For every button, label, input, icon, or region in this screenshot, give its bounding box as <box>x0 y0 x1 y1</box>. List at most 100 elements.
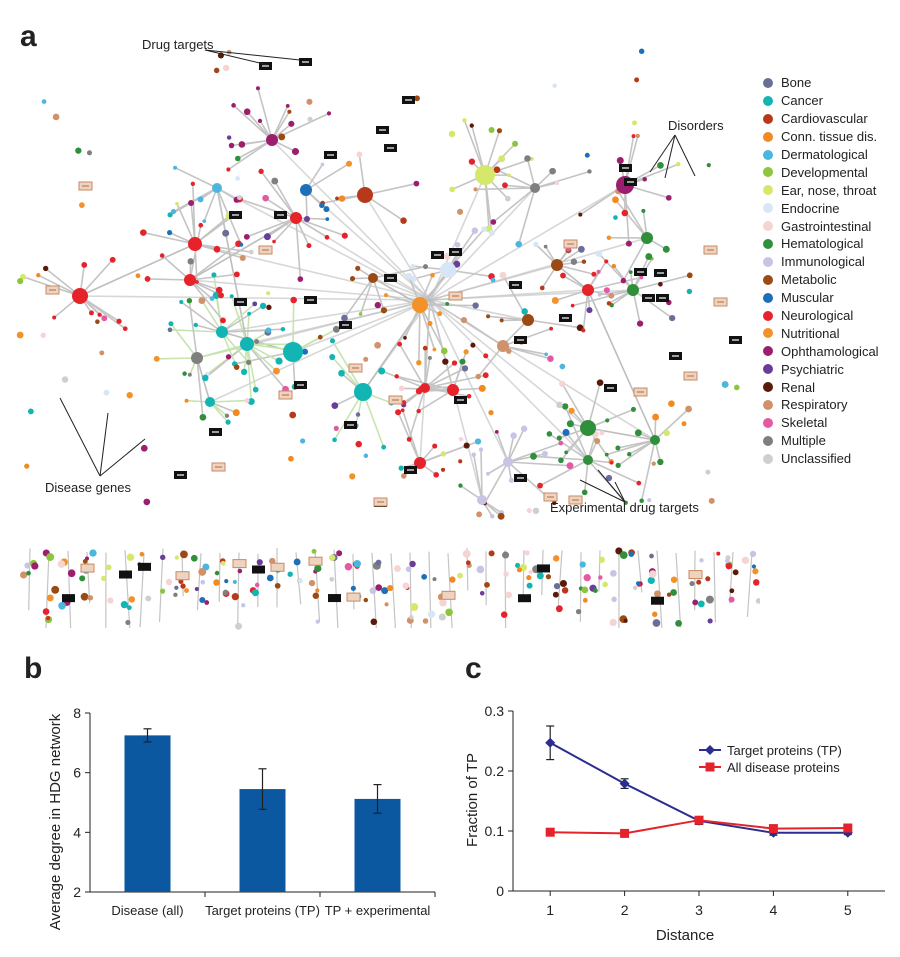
gene-node <box>651 461 656 466</box>
legend-item: Bone <box>763 74 879 92</box>
disorder-hub-node <box>290 212 302 224</box>
gene-node <box>490 277 496 283</box>
gene-node <box>394 374 399 379</box>
gene-node <box>463 442 470 449</box>
gene-node <box>329 354 336 361</box>
gene-node <box>488 126 495 133</box>
gene-node <box>603 287 610 294</box>
gene-node <box>395 409 402 416</box>
gene-node <box>449 186 456 193</box>
component-node <box>200 579 206 585</box>
gene-node <box>587 169 592 174</box>
disorder-hub-node <box>266 134 278 146</box>
gene-node <box>252 301 258 307</box>
gene-node <box>606 235 612 240</box>
gene-node <box>380 307 388 314</box>
component-node <box>266 574 274 582</box>
gene-node <box>226 167 231 172</box>
legend-label: Metabolic <box>781 272 837 288</box>
component-node <box>308 579 316 587</box>
gene-node <box>549 167 556 175</box>
gene-node <box>628 270 633 275</box>
gene-node <box>363 453 369 459</box>
network-nodes <box>16 48 740 520</box>
gene-node <box>490 219 497 225</box>
component-node <box>725 558 730 564</box>
gene-node <box>122 326 128 332</box>
disorder-hub-node <box>420 383 430 393</box>
legend-label: Target proteins (TP) <box>727 743 842 758</box>
disorder-hub-node <box>440 262 456 278</box>
gene-node <box>271 177 279 185</box>
gene-node <box>235 176 240 181</box>
gene-node <box>705 469 711 475</box>
component-node <box>67 569 76 578</box>
gene-node <box>440 451 447 457</box>
component-node <box>194 586 199 592</box>
gene-node <box>612 196 619 204</box>
gene-node <box>167 230 173 236</box>
gene-node <box>398 465 404 471</box>
component-node <box>552 591 559 598</box>
gene-node <box>510 432 517 439</box>
chart-c-legend: Target proteins (TP) All disease proteins <box>699 743 842 775</box>
gene-node <box>338 195 346 202</box>
component-node <box>445 608 453 617</box>
gene-node <box>721 381 729 388</box>
legend-label: Multiple <box>781 433 826 449</box>
gene-node <box>193 322 199 328</box>
gene-node <box>225 354 232 360</box>
gene-node <box>469 123 474 128</box>
component-node <box>58 601 66 610</box>
gene-node <box>233 364 240 370</box>
gene-node <box>639 498 644 504</box>
gene-node <box>558 457 564 464</box>
component-node <box>251 589 259 597</box>
legend-item: Conn. tissue dis. <box>763 128 879 146</box>
gene-node <box>24 463 30 469</box>
gene-node <box>240 368 248 376</box>
legend-label: Developmental <box>781 164 868 180</box>
gene-node <box>323 206 330 213</box>
gene-node <box>445 302 450 306</box>
y-tick-label: 0.2 <box>485 763 505 779</box>
component-node <box>432 577 437 582</box>
component-node <box>502 551 510 559</box>
component-drug-marker <box>651 596 664 605</box>
component-node <box>741 556 750 565</box>
gene-node <box>349 276 356 282</box>
gene-node <box>490 513 495 519</box>
data-point <box>843 823 853 833</box>
legend-item: Respiratory <box>763 396 879 414</box>
component-node <box>232 579 237 585</box>
gene-node <box>564 450 568 455</box>
y-tick-label: 0.1 <box>485 823 505 839</box>
component-node <box>697 600 705 608</box>
component-node <box>503 571 509 577</box>
legend-swatch <box>763 346 773 357</box>
gene-node <box>636 480 642 486</box>
disease-network-graph: Drug targets Disorders Disease genes Exp… <box>16 37 760 630</box>
component-node <box>387 584 394 592</box>
component-node <box>689 581 695 587</box>
gene-node <box>247 398 255 405</box>
component-drug-marker <box>308 556 323 566</box>
gene-node <box>605 474 613 482</box>
legend-swatch <box>763 149 773 160</box>
component-node <box>174 555 180 560</box>
gene-node <box>539 285 545 291</box>
gene-node <box>378 367 386 375</box>
component-node <box>409 615 414 620</box>
chart-b-bars <box>124 728 401 892</box>
gene-node <box>526 507 532 514</box>
gene-node <box>586 307 593 314</box>
component-drug-marker <box>688 570 703 580</box>
component-node <box>728 596 735 603</box>
gene-node <box>524 155 531 162</box>
gene-node <box>335 196 339 201</box>
component-node <box>705 595 714 604</box>
gene-node <box>657 161 664 169</box>
component-drug-marker <box>328 594 341 603</box>
component-node <box>465 560 471 566</box>
gene-node <box>16 331 24 339</box>
